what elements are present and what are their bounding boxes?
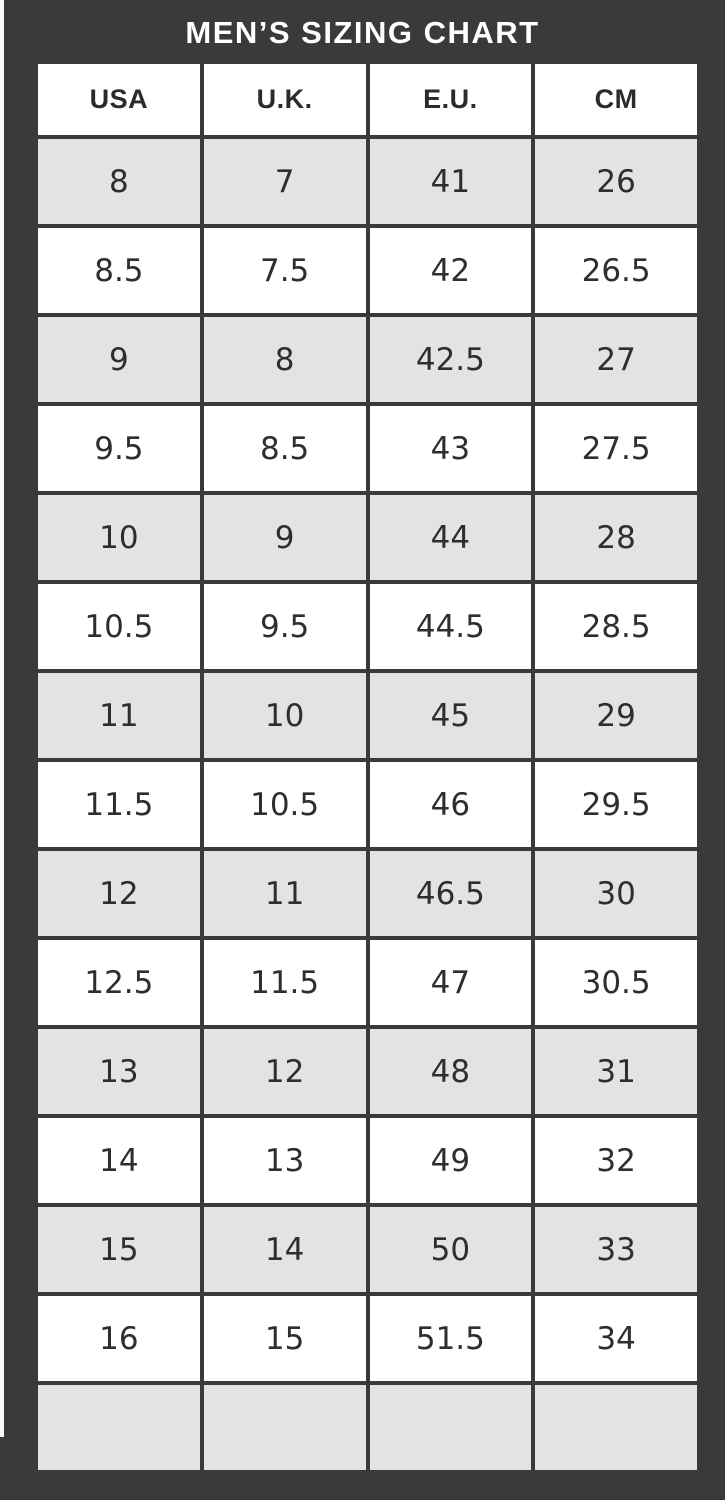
size-cell: 26 — [535, 139, 697, 224]
size-cell: 27.5 — [535, 406, 697, 491]
chart-title: MEN’S SIZING CHART — [185, 15, 540, 50]
size-cell: 8.5 — [203, 406, 366, 491]
size-cell: 28 — [535, 495, 697, 580]
size-cell: 46 — [369, 762, 532, 847]
size-cell: 41 — [369, 139, 532, 224]
size-cell: 11.5 — [38, 762, 200, 847]
size-cell: 11 — [203, 851, 366, 936]
size-cell: 28.5 — [535, 584, 697, 669]
size-cell: 42.5 — [369, 317, 532, 402]
size-cell: 9 — [203, 495, 366, 580]
size-cell: 42 — [369, 228, 532, 313]
size-cell: 49 — [369, 1118, 532, 1203]
size-cell: 12 — [203, 1029, 366, 1114]
sizing-table: USA U.K. E.U. CM 8 7 41 26 8.5 7.5 42 26.5 9 8 42.5 27 9… — [38, 64, 697, 1470]
size-cell: 11.5 — [203, 940, 366, 1025]
size-cell: 9.5 — [38, 406, 200, 491]
size-cell: 45 — [369, 673, 532, 758]
size-cell: 15 — [38, 1207, 200, 1292]
size-cell: 30 — [535, 851, 697, 936]
size-cell: 29 — [535, 673, 697, 758]
size-cell: 29.5 — [535, 762, 697, 847]
size-cell: 9.5 — [203, 584, 366, 669]
column-header-eu: E.U. — [369, 64, 532, 135]
size-cell: 32 — [535, 1118, 697, 1203]
size-cell: 12 — [38, 851, 200, 936]
column-header-uk: U.K. — [203, 64, 366, 135]
size-cell: 8 — [203, 317, 366, 402]
size-cell: 10.5 — [38, 584, 200, 669]
size-cell: 14 — [203, 1207, 366, 1292]
size-cell: 31 — [535, 1029, 697, 1114]
size-cell: 51.5 — [369, 1296, 532, 1381]
left-edge-strip — [0, 0, 4, 1437]
size-cell: 12.5 — [38, 940, 200, 1025]
size-cell: 48 — [369, 1029, 532, 1114]
size-cell — [203, 1385, 366, 1470]
size-cell: 26.5 — [535, 228, 697, 313]
size-cell: 34 — [535, 1296, 697, 1381]
size-cell: 44 — [369, 495, 532, 580]
size-cell: 13 — [38, 1029, 200, 1114]
size-cell — [38, 1385, 200, 1470]
size-cell: 8 — [38, 139, 200, 224]
size-cell: 30.5 — [535, 940, 697, 1025]
size-cell: 46.5 — [369, 851, 532, 936]
size-cell: 43 — [369, 406, 532, 491]
size-cell: 33 — [535, 1207, 697, 1292]
size-cell: 16 — [38, 1296, 200, 1381]
size-cell: 50 — [369, 1207, 532, 1292]
size-cell: 9 — [38, 317, 200, 402]
size-cell: 13 — [203, 1118, 366, 1203]
size-cell — [369, 1385, 532, 1470]
size-cell: 8.5 — [38, 228, 200, 313]
size-cell: 7.5 — [203, 228, 366, 313]
column-header-usa: USA — [38, 64, 200, 135]
size-cell: 14 — [38, 1118, 200, 1203]
size-cell — [535, 1385, 697, 1470]
size-cell: 27 — [535, 317, 697, 402]
size-cell: 15 — [203, 1296, 366, 1381]
column-header-cm: CM — [535, 64, 697, 135]
size-cell: 7 — [203, 139, 366, 224]
size-cell: 11 — [38, 673, 200, 758]
size-cell: 10.5 — [203, 762, 366, 847]
size-cell: 47 — [369, 940, 532, 1025]
size-cell: 10 — [38, 495, 200, 580]
size-cell: 44.5 — [369, 584, 532, 669]
size-cell: 10 — [203, 673, 366, 758]
